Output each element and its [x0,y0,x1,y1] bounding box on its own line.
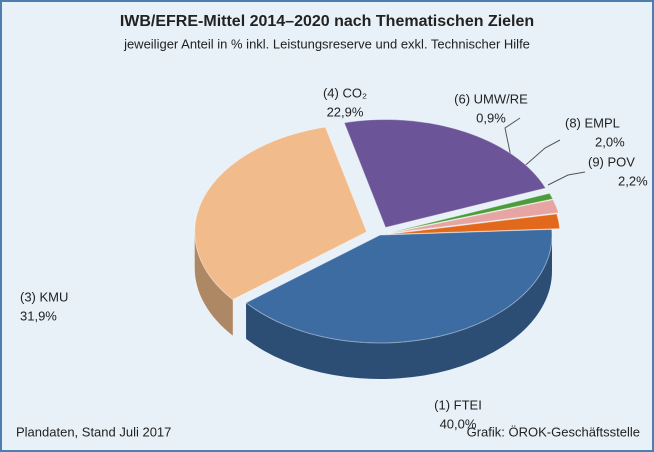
slice-side-shade [194,231,233,336]
chart-subtitle: jeweiliger Anteil in % inkl. Leistungsre… [123,36,530,51]
slice-value-label: 31,9% [20,308,57,323]
slice-label: (6) UMW/RE [454,91,528,106]
slice-value-label: 40,0% [440,416,477,431]
pie [194,119,561,379]
source-note: Plandaten, Stand Juli 2017 [16,424,171,439]
slice [389,199,560,234]
slice-label: (8) EMPL [565,115,620,130]
chart-title: IWB/EFRE-Mittel 2014–2020 nach Thematisc… [120,13,534,30]
slice-side [246,235,552,379]
slice-label: (3) KMU [20,289,68,304]
slice [245,228,553,344]
slice-side [194,231,233,336]
slice [389,192,554,234]
leader-line [547,171,586,186]
slice-value-label: 0,9% [476,110,506,125]
slice-label: (9) POV [588,154,635,169]
slice-value-label: 2,2% [618,173,648,188]
slice [387,213,561,235]
slice-value-label: 22,9% [327,104,364,119]
credit-note: Grafik: ÖROK-Geschäftsstelle [467,424,640,439]
slice-label: (4) CO₂ [323,85,367,100]
slice [194,126,368,301]
leader-line [504,117,521,163]
slice-label: (1) FTEI [434,397,482,412]
slice-value-label: 2,0% [595,134,625,149]
leader-line [519,139,561,171]
slice [343,119,547,229]
slice-side-shade [246,235,552,379]
